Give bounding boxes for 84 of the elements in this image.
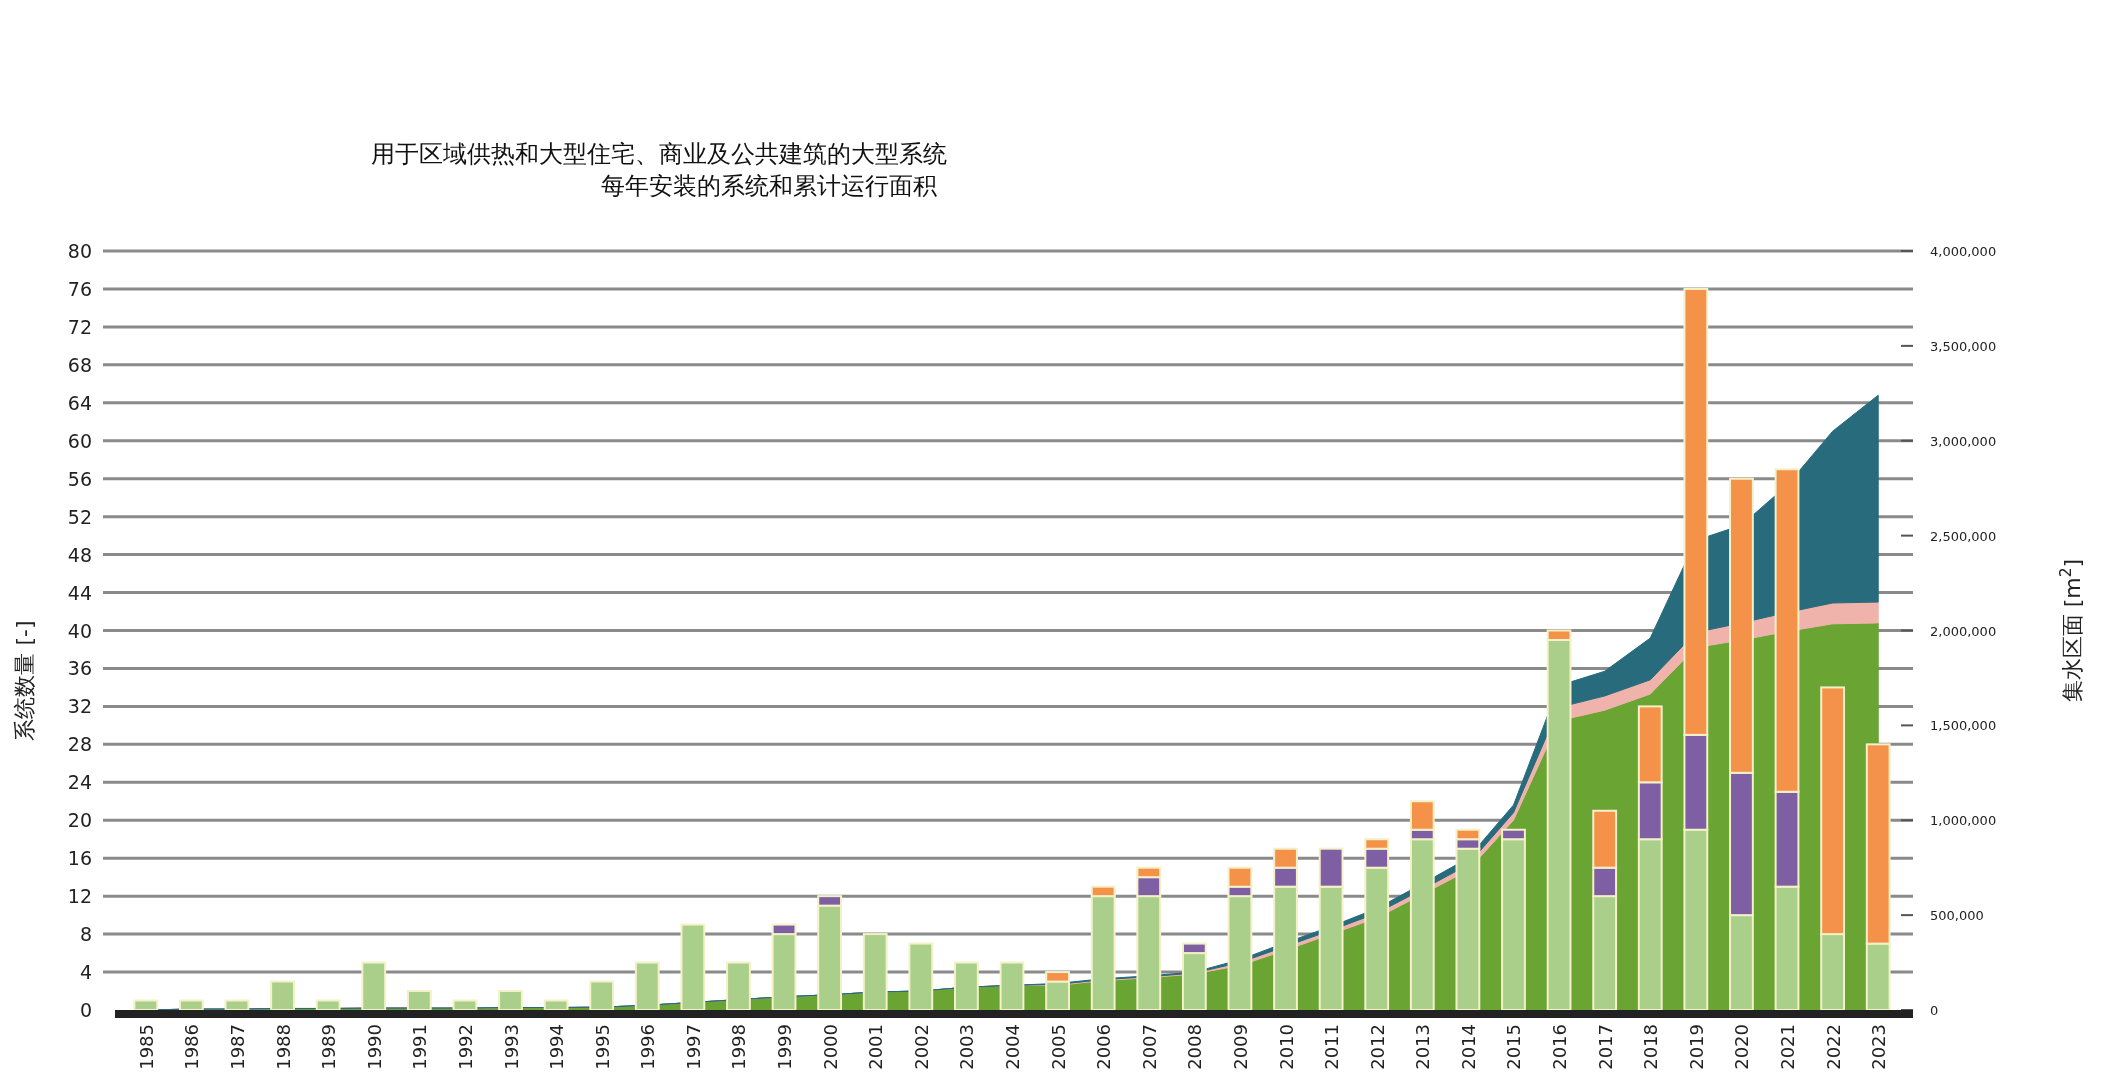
y-tick-label: 80	[67, 240, 92, 262]
y-tick-label: 68	[67, 353, 92, 376]
x-tick-label: 1989	[318, 1024, 340, 1070]
y-tick-label: 40	[67, 619, 92, 642]
x-tick-label: 2010	[1275, 1024, 1297, 1070]
y2-tick-label: 2,000,000	[1930, 623, 1997, 639]
bar	[498, 990, 523, 1011]
bar	[726, 961, 751, 1011]
x-tick-label: 2007	[1138, 1024, 1160, 1070]
x-tick-label: 2011	[1321, 1024, 1343, 1070]
y2-tick-label: 1,500,000	[1930, 718, 1997, 734]
y-tick-label: 76	[67, 277, 92, 300]
x-tick-label: 2023	[1868, 1024, 1890, 1070]
chart-subtitle: 每年安装的系统和累计运行面积	[601, 172, 937, 200]
bar	[908, 942, 934, 1011]
y-tick-label: 24	[67, 771, 92, 794]
y2-tick-label: 1,000,000	[1930, 813, 1997, 829]
y-tick-label: 0	[79, 999, 92, 1021]
y-tick-label: 72	[67, 315, 92, 338]
x-tick-label: 1999	[774, 1024, 796, 1070]
y2-tick-label: 4,000,000	[1930, 244, 1997, 259]
y-tick-label: 56	[67, 467, 92, 490]
x-tick-label: 2009	[1229, 1024, 1251, 1070]
y-tick-label: 48	[67, 543, 92, 566]
x-tick-label: 2013	[1412, 1024, 1434, 1070]
y-axis-title: 系统数量 [-]	[12, 620, 37, 741]
x-tick-label: 2015	[1503, 1024, 1525, 1070]
x-tick-label: 2006	[1093, 1024, 1115, 1070]
x-tick-label: 2001	[865, 1024, 887, 1070]
x-tick-label: 2000	[819, 1024, 841, 1070]
x-tick-label: 2012	[1366, 1024, 1388, 1070]
y-tick-label: 8	[79, 923, 92, 946]
x-tick-label: 1985	[135, 1024, 157, 1070]
y-tick-label: 44	[67, 581, 92, 604]
x-tick-label: 2003	[956, 1024, 978, 1070]
x-tick-label: 2017	[1594, 1024, 1616, 1070]
x-tick-label: 2021	[1777, 1024, 1799, 1070]
x-tick-label: 2016	[1549, 1024, 1571, 1070]
y2-tick-label: 3,000,000	[1930, 433, 1997, 449]
x-tick-label: 1994	[546, 1024, 568, 1070]
bar	[680, 923, 706, 1011]
y-tick-label: 32	[67, 695, 92, 718]
y-tick-label: 12	[67, 885, 92, 908]
x-tick-label: 2020	[1731, 1024, 1753, 1070]
x-tick-label: 1987	[226, 1024, 248, 1070]
y-tick-label: 52	[67, 505, 92, 528]
x-tick-label: 1997	[682, 1024, 704, 1070]
bar	[361, 961, 387, 1011]
x-tick-label: 1991	[409, 1024, 431, 1070]
chart-title: 用于区域供热和大型住宅、商业及公共建筑的大型系统	[371, 140, 947, 168]
y-tick-label: 16	[67, 847, 92, 870]
bar	[954, 961, 979, 1011]
x-tick-label: 2008	[1184, 1024, 1206, 1070]
x-tick-label: 1990	[363, 1024, 385, 1070]
y-tick-label: 60	[67, 429, 92, 452]
bar	[406, 990, 432, 1011]
x-tick-label: 1993	[500, 1024, 522, 1070]
x-tick-label: 2004	[1002, 1024, 1023, 1070]
bar	[634, 961, 660, 1011]
y-tick-label: 4	[79, 961, 92, 984]
x-tick-label: 1998	[728, 1024, 750, 1070]
x-tick-label: 2022	[1822, 1024, 1844, 1070]
bar	[589, 980, 615, 1011]
y2-tick-label: 2,500,000	[1930, 528, 1997, 544]
x-tick-label: 2014	[1457, 1024, 1479, 1070]
y-tick-label: 28	[67, 733, 92, 756]
bar	[999, 961, 1025, 1011]
x-tick-label: 1996	[637, 1024, 659, 1070]
x-tick-label: 1988	[272, 1024, 294, 1070]
x-tick-label: 1986	[181, 1024, 203, 1070]
x-tick-label: 1992	[454, 1024, 476, 1070]
x-tick-label: 2005	[1047, 1024, 1069, 1070]
y2-tick-label: 500,000	[1930, 908, 1984, 924]
x-tick-label: 2019	[1685, 1024, 1707, 1070]
bar	[862, 933, 888, 1011]
x-tick-label: 1995	[591, 1024, 613, 1070]
y-tick-label: 20	[67, 809, 92, 832]
x-tick-label: 2018	[1640, 1024, 1662, 1070]
y2-tick-label: 3,500,000	[1930, 338, 1997, 354]
y-tick-label: 36	[67, 657, 92, 680]
y-tick-label: 64	[67, 391, 92, 414]
bar	[270, 980, 295, 1011]
x-tick-label: 2002	[910, 1024, 932, 1070]
y2-tick-label: 0	[1930, 1003, 1939, 1018]
